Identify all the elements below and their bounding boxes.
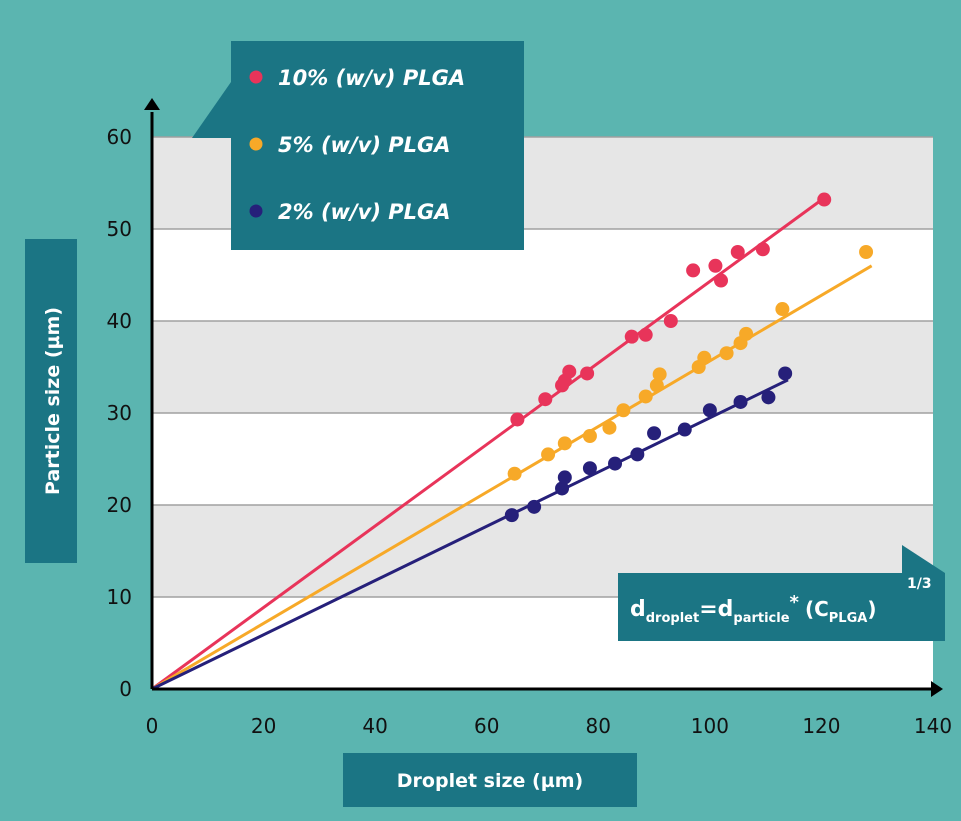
y-tick-label: 60 <box>107 125 132 149</box>
data-point <box>504 508 519 523</box>
x-tick-label: 0 <box>146 714 159 738</box>
data-point <box>719 346 734 361</box>
data-point <box>557 470 572 485</box>
data-point <box>580 366 595 381</box>
data-point <box>510 412 525 427</box>
y-tick-labels: 0 10 20 30 40 50 60 <box>107 125 132 701</box>
data-point <box>527 499 542 514</box>
formula-box <box>618 573 945 641</box>
data-point <box>697 350 712 365</box>
legend-marker <box>249 70 263 84</box>
data-point <box>541 447 556 462</box>
data-point <box>859 245 874 259</box>
data-point <box>582 429 597 443</box>
y-tick-label: 20 <box>107 493 132 517</box>
legend-marker <box>249 204 263 218</box>
y-tick-label: 10 <box>107 585 132 609</box>
y-tick-label: 40 <box>107 309 132 333</box>
legend: 10% (w/v) PLGA 5% (w/v) PLGA 2% (w/v) PLGA <box>192 41 524 250</box>
x-axis-title: Droplet size (µm) <box>397 770 583 792</box>
y-axis-title: Particle size (µm) <box>42 307 64 495</box>
data-point <box>708 258 723 273</box>
data-point <box>739 326 754 341</box>
y-tick-label: 30 <box>107 401 132 425</box>
x-tick-label: 140 <box>914 714 952 738</box>
x-tick-label: 80 <box>586 714 611 738</box>
data-point <box>733 394 748 409</box>
formula-annotation: ddroplet=dparticle* (CPLGA) 1/3 <box>618 545 945 641</box>
data-point <box>677 422 692 437</box>
data-point <box>562 364 577 379</box>
x-tick-label: 60 <box>474 714 499 738</box>
legend-label: 2% (w/v) PLGA <box>278 200 451 224</box>
legend-tab-shape <box>192 82 231 138</box>
data-point <box>663 314 678 328</box>
x-axis-arrowhead <box>931 681 943 697</box>
data-point <box>557 436 572 451</box>
x-axis-title-panel: Droplet size (µm) <box>343 753 637 807</box>
y-axis-title-box <box>25 239 77 563</box>
data-point <box>686 263 701 278</box>
x-tick-label: 20 <box>251 714 276 738</box>
x-tick-labels: 0 20 40 60 80 100 120 140 <box>146 714 952 738</box>
data-point <box>638 389 653 404</box>
data-point <box>616 403 631 418</box>
x-tick-label: 100 <box>691 714 729 738</box>
data-point <box>730 245 745 259</box>
legend-marker <box>249 137 263 151</box>
formula-exponent: 1/3 <box>907 576 932 592</box>
data-point <box>638 327 653 342</box>
data-point <box>755 242 770 257</box>
data-point <box>649 378 664 393</box>
legend-label: 10% (w/v) PLGA <box>278 66 465 90</box>
data-point <box>702 403 717 418</box>
x-tick-label: 40 <box>362 714 387 738</box>
data-point <box>647 426 662 441</box>
legend-label: 5% (w/v) PLGA <box>278 133 451 157</box>
formula-text: ddroplet=dparticle* (CPLGA) <box>630 592 876 626</box>
data-point <box>778 366 793 381</box>
data-point <box>761 390 776 405</box>
data-point <box>608 456 623 471</box>
data-point <box>555 481 570 496</box>
y-tick-label: 50 <box>107 217 132 241</box>
y-axis-title-panel: Particle size (µm) <box>25 239 77 563</box>
data-point <box>630 447 645 462</box>
y-axis-arrowhead <box>144 98 160 110</box>
data-point <box>507 466 522 481</box>
x-axis-title-box <box>343 753 637 807</box>
data-point <box>817 192 832 207</box>
data-point <box>602 420 617 435</box>
data-point <box>714 273 729 288</box>
data-points <box>504 192 874 523</box>
data-point <box>624 329 639 344</box>
data-point <box>775 302 790 317</box>
formula-tab-shape <box>902 545 945 573</box>
data-point <box>582 461 597 476</box>
x-tick-label: 120 <box>802 714 840 738</box>
data-point <box>538 392 553 407</box>
y-tick-label: 0 <box>119 677 132 701</box>
legend-box <box>231 41 524 250</box>
data-point <box>652 367 667 382</box>
